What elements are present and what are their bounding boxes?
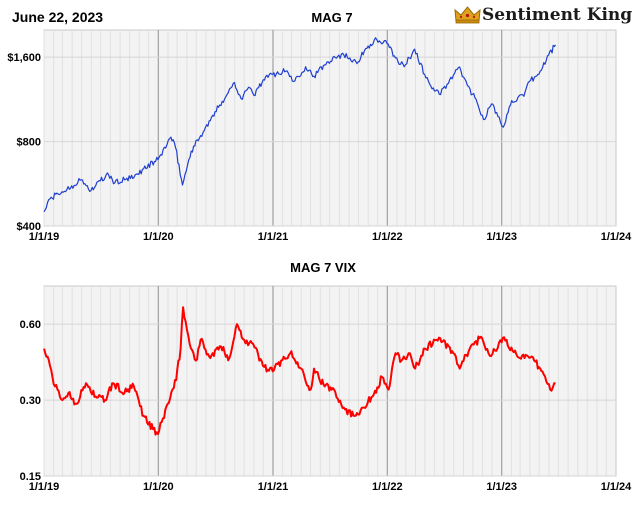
vix-x-tick-label: 1/1/21 [258,481,289,493]
vix-series-line [43,306,556,436]
mag7-x-tick-label: 1/1/20 [143,231,174,243]
mag7-series-line [43,37,556,213]
chart-title-mag7: MAG 7 [311,10,353,25]
vix-y-tick-label: 0.15 [20,471,41,483]
mag7-x-tick-label: 1/1/19 [29,231,60,243]
report-date: June 22, 2023 [12,9,104,25]
crown-icon [454,6,481,24]
vix-x-tick-label: 1/1/23 [486,481,517,493]
mag7-price-chart: $400 $800 $1,600 1/1/19 1/1/20 1/1/21 1/1/22 1/… [7,29,632,243]
mag7-x-tick-label: 1/1/24 [601,231,632,243]
mag7-y-tick-label: $800 [17,137,41,149]
vix-x-tick-label: 1/1/19 [29,481,60,493]
vix-y-tick-label: 0.30 [20,395,41,407]
mag7-y-tick-label: $1,600 [7,52,41,64]
mag7-x-tick-label: 1/1/22 [372,231,403,243]
mag7-y-tick-label: $400 [17,221,41,233]
vix-y-tick-label: 0.60 [20,319,41,331]
logo-text: Sentiment King [482,5,633,25]
vix-x-tick-label: 1/1/20 [143,481,174,493]
sentiment-king-logo: Sentiment King [454,4,632,26]
mag7-vix-chart: 0.15 0.30 0.60 1/1/19 1/1/20 1/1/21 1/1/22 1/1/… [20,285,632,493]
vix-x-tick-label: 1/1/24 [601,481,632,493]
chart-title-mag7-vix: MAG 7 VIX [290,260,356,275]
vix-x-tick-label: 1/1/22 [372,481,403,493]
mag7-x-tick-label: 1/1/21 [258,231,289,243]
mag7-x-tick-label: 1/1/23 [486,231,517,243]
